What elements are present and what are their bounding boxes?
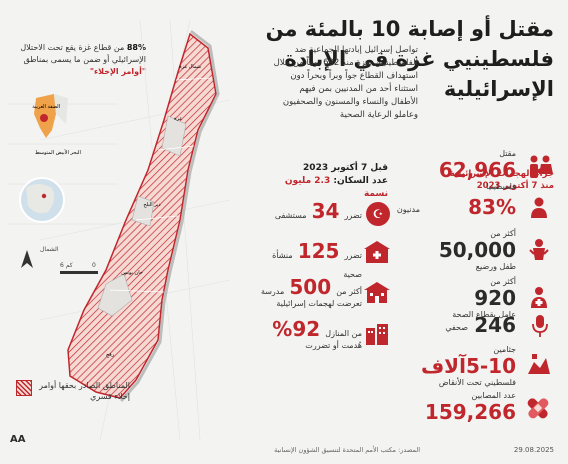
crescent-icon: ☪ (366, 202, 390, 226)
inset-map: الضفة الغربية البحر الأبيض المتوسط (8, 94, 118, 225)
bandage-icon (527, 398, 549, 419)
district-khan-younis: خان يونس (121, 270, 143, 276)
page-title: مقتل أو إصابة 10 بالمئة من فلسطينيي غزة … (265, 17, 554, 101)
stat-civilians: 83% مدنيون (396, 195, 516, 219)
scale-bar (60, 271, 98, 274)
right-header: جراء الهجمات الإسرائيلية منذ 7 أكتوبر 20… (449, 169, 554, 191)
occupation-text: من قطاع غزة يقع تحت الاحتلال الإسرائيلي … (20, 43, 146, 64)
stat-homes: من المنازل 92% هُدمت أو تضررت (272, 317, 362, 350)
scale-zero: 0 (92, 262, 96, 269)
stat-health-facilities: تضرر 125 منشأة صحية (272, 239, 362, 279)
occupation-pct: 88% (126, 43, 146, 52)
agency-logo: AA (10, 434, 26, 445)
population-label: عدد السكان: (333, 176, 388, 186)
date-label: 29.08.2025 (513, 446, 554, 454)
microphone-icon (532, 315, 548, 337)
rubble-icon (528, 354, 550, 374)
intro-text: تواصل إسرائيل إبادتها الجماعية ضد الفلسط… (273, 45, 418, 120)
mid-header-date: قبل 7 أكتوبر 2023 (303, 163, 388, 173)
district-rafah: رفح (106, 352, 115, 358)
gaza-map: شمال غزة غزة دير البلح خان يونس رفح (40, 20, 230, 440)
occupation-quote: "أوامر الإخلاء" (89, 67, 146, 76)
clinic-icon (364, 241, 390, 263)
occupation-note: 88% من قطاع غزة يقع تحت الاحتلال الإسرائ… (16, 42, 146, 78)
child-icon (529, 239, 549, 260)
sea-label: البحر الأبيض المتوسط (35, 149, 81, 156)
mid-header: قبل 7 أكتوبر 2023 عدد السكان: 2.3 مليون … (268, 162, 388, 201)
family-icon (530, 155, 553, 178)
west-bank-label: الضفة الغربية (32, 104, 60, 110)
stat-hospitals: تضرر 34 مستشفى (274, 199, 362, 223)
north-arrow-icon (21, 250, 33, 268)
north-label: الشمال (40, 246, 59, 253)
person-icon (531, 197, 547, 218)
stat-under-rubble: جثامين 5-10آلاف فلسطيني تحت الأنقاض (420, 345, 516, 387)
buildings-icon (366, 324, 388, 345)
legend-swatch (16, 380, 32, 396)
legend-text: المناطق الصادر بحقها أوامر إخلاء قسري (39, 381, 130, 401)
stat-injured: عدد المصابين 159,266 (424, 391, 516, 424)
school-icon (364, 282, 390, 303)
stat-killed: مقتل 62,966 فلسطينيا (438, 149, 516, 191)
scale-label: 6 كم (60, 262, 73, 269)
stat-schools: أكثر من 500 مدرسة تعرضت لهجمات إسرائيلية (260, 275, 362, 308)
population-value: 2.3 مليون نسمة (284, 176, 388, 199)
source-text: المصدر: مكتب الأمم المتحدة لتنسيق الشؤون… (274, 446, 420, 454)
district-north-gaza: شمال غزة (179, 64, 201, 70)
medic-icon (531, 287, 547, 308)
district-gaza: غزة (174, 116, 182, 122)
stat-health-workers: أكثر من 920 عامل بقطاع الصحة (452, 277, 516, 319)
district-deir-al-balah: دير البلح (143, 202, 160, 208)
stat-children: أكثر من 50,000 طفل ورضيع (438, 229, 516, 271)
stat-journalists: 246 صحفي (445, 313, 516, 337)
